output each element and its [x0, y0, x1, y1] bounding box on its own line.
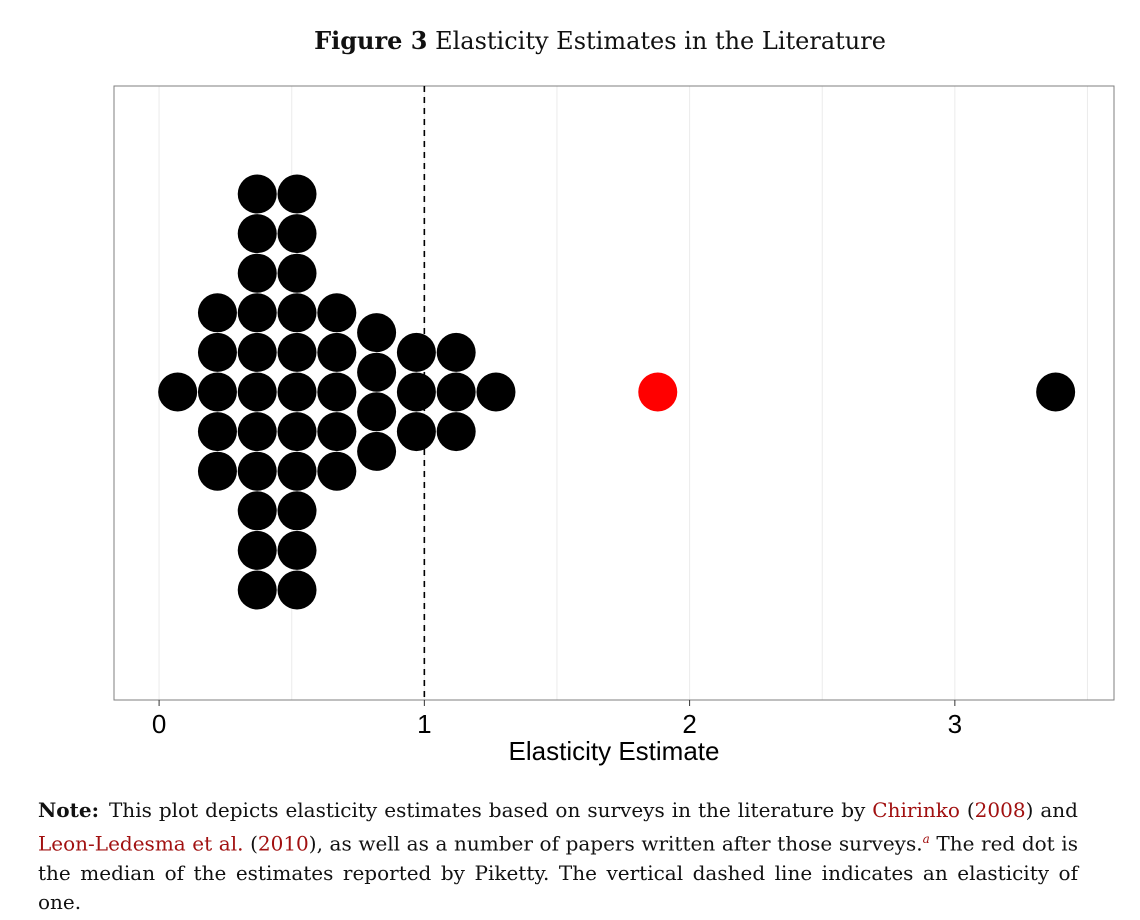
note-label: Note:: [38, 798, 99, 822]
estimate-dot: [197, 412, 237, 452]
estimate-dot: [237, 412, 277, 452]
estimate-dot: [317, 332, 357, 372]
estimate-dot: [237, 214, 277, 254]
elasticity-dot-plot: 0 1 2 3 Elasticity Estimate: [113, 85, 1115, 766]
note-text-6: The red dot is the median of the estimat…: [38, 831, 1078, 914]
estimate-dot: [277, 332, 317, 372]
estimate-dot: [237, 332, 277, 372]
estimate-dot: [1036, 372, 1076, 412]
estimate-dot: [197, 293, 237, 333]
estimate-dot: [158, 372, 198, 412]
estimate-dot: [357, 392, 397, 432]
estimate-dot: [197, 372, 237, 412]
estimate-dot: [277, 174, 317, 214]
estimate-dots: [158, 174, 1076, 610]
footnote-marker-link[interactable]: a: [922, 832, 930, 846]
estimate-dot: [237, 372, 277, 412]
estimate-dot: [237, 451, 277, 491]
estimate-dot: [357, 313, 397, 353]
estimate-dot: [197, 332, 237, 372]
x-tick-label: 0: [152, 709, 166, 739]
x-tick-label: 3: [948, 709, 962, 739]
x-axis-ticks: 0 1 2 3: [152, 700, 962, 739]
estimate-dot: [317, 451, 357, 491]
citation-chirinko-link[interactable]: Chirinko: [872, 798, 960, 822]
estimate-dot: [277, 570, 317, 610]
estimate-dot: [277, 451, 317, 491]
figure-title: Elasticity Estimates in the Literature: [435, 27, 886, 55]
estimate-dot: [436, 412, 476, 452]
citation-leon-ledesma-year-link[interactable]: 2010: [257, 831, 309, 856]
estimate-dot: [476, 372, 516, 412]
estimate-dot: [277, 214, 317, 254]
estimate-dot: [317, 293, 357, 333]
estimate-dot: [317, 412, 357, 452]
median-dot: [638, 372, 678, 412]
estimate-dot: [237, 530, 277, 570]
figure-caption: Figure 3 Elasticity Estimates in the Lit…: [0, 26, 1140, 55]
note-text-4: (: [243, 831, 258, 856]
estimate-dot: [396, 412, 436, 452]
estimate-dot: [197, 451, 237, 491]
estimate-dot: [357, 352, 397, 392]
estimate-dot: [436, 372, 476, 412]
estimate-dot: [277, 293, 317, 333]
figure-label: Figure 3: [314, 26, 428, 55]
citation-leon-ledesma-link[interactable]: Leon-Ledesma et al.: [38, 831, 244, 856]
estimate-dot: [436, 332, 476, 372]
estimate-dot: [237, 253, 277, 293]
estimate-dot: [277, 530, 317, 570]
estimate-dot: [237, 491, 277, 531]
plot-panel-border: [113, 85, 1115, 701]
note-text-1: This plot depicts elasticity estimates b…: [108, 798, 873, 822]
estimate-dot: [277, 253, 317, 293]
note-text-2: (: [959, 798, 975, 822]
estimate-dot: [277, 412, 317, 452]
note-text-5: ), as well as a number of papers written…: [308, 831, 923, 856]
estimate-dot: [357, 431, 397, 471]
estimate-dot: [237, 570, 277, 610]
estimate-dot: [237, 293, 277, 333]
estimate-dot: [396, 332, 436, 372]
estimate-dot: [396, 372, 436, 412]
x-tick-label: 1: [417, 709, 431, 739]
estimate-dot: [277, 372, 317, 412]
x-tick-label: 2: [682, 709, 696, 739]
estimate-dot: [277, 491, 317, 531]
figure-note: Note: This plot depicts elasticity estima…: [38, 796, 1078, 917]
note-text-3: ) and: [1025, 798, 1078, 822]
x-axis-title: Elasticity Estimate: [509, 736, 720, 766]
citation-chirinko-year-link[interactable]: 2008: [974, 798, 1026, 822]
estimate-dot: [317, 372, 357, 412]
estimate-dot: [237, 174, 277, 214]
